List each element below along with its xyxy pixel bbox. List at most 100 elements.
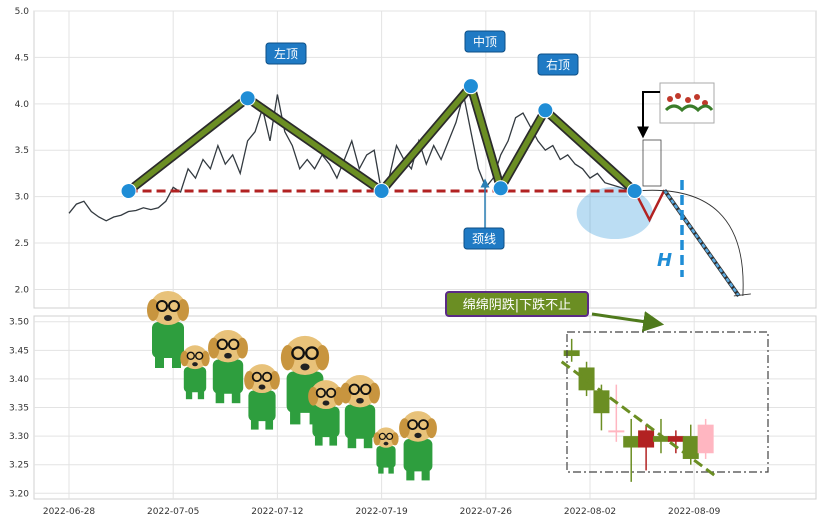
dog-leg [172,356,181,368]
bottom-y-tick-label: 3.30 [9,432,29,442]
dog-ear [373,432,381,446]
candle-body [623,436,640,448]
dog-leg [347,436,357,449]
dog-glasses [216,338,228,350]
x-tick-label: 2022-06-28 [43,507,96,517]
dog-leg [388,466,394,474]
dog-ear [340,382,352,404]
decline-callout-text: 绵绵阴跌|下跌不止 [463,297,571,313]
dog-body [344,404,376,439]
x-tick-label: 2022-07-12 [251,507,303,517]
dog-glasses [326,387,337,398]
pattern-point-marker [626,183,643,200]
dog-glasses [407,419,418,430]
height-label: H [657,250,672,271]
dog-ear [308,386,319,406]
dog-leg [265,419,274,430]
top-y-tick-label: 2.0 [15,285,30,295]
dog-nose [356,397,364,404]
dog-glasses [291,346,305,360]
x-tick-label: 2022-08-02 [564,507,616,517]
height-measure: H [657,180,684,277]
candle-trend [560,360,717,478]
projection-bounce [633,189,666,223]
dog-head [182,345,208,370]
candle-focus-box [566,331,769,473]
dog-nose [300,363,310,371]
dog-glasses [418,419,429,430]
middle-top-text: 中顶 [473,34,497,49]
pattern-point-marker [239,90,256,107]
dog-ear [391,432,399,446]
dog-glasses [168,300,180,312]
dog-glasses [156,300,168,312]
dog-sticker [208,330,248,404]
projection-target-tick [733,293,751,297]
dog-ear [180,350,189,367]
dog-ear [236,337,248,359]
dog-ear [201,350,210,367]
x-tick-label: 2022-07-05 [147,507,199,517]
x-tick-label: 2022-07-19 [355,507,408,517]
right-top-text: 右顶 [546,57,570,72]
neckline-label: 颈线 [463,178,505,250]
projection-arc [634,189,744,296]
dog-leg [421,469,430,481]
price-line-group [68,94,653,240]
dog-ear [399,418,410,439]
dog-body [152,322,184,358]
top-y-tick-label: 2.5 [15,239,29,249]
dog-glasses [305,346,319,360]
x-tick-label: 2022-07-26 [460,507,513,517]
dog-head [310,380,342,410]
pattern-point-marker [373,183,390,200]
dog-nose [258,384,266,390]
dog-head [150,291,186,325]
dog-ear [280,345,295,371]
dog-glasses [378,432,386,440]
bottom-y-tick-label: 3.40 [9,375,29,385]
dog-glasses [228,338,240,350]
candle-body [682,436,699,459]
bottom-y-tick-label: 3.25 [9,461,29,471]
dog-ear [177,299,189,321]
dog-sticker [147,291,189,368]
candle-body [593,390,610,414]
dog-leg [378,466,384,474]
middle-top-label: 中顶 [464,30,506,53]
price-line [68,94,635,222]
left-top-text: 左顶 [274,46,298,61]
dog-ear [269,370,280,390]
dog-glasses [195,351,204,360]
dog-leg [231,391,241,404]
dog-ear [315,345,330,371]
dog-glasses [360,383,372,395]
axis-tick-labels: 2022-06-28 2022-07-05 2022-07-12 2022-07-19… [9,7,721,517]
dog-ear [368,382,380,404]
bottom-y-tick-label: 3.50 [9,318,29,328]
dog-leg [314,435,323,446]
dog-leg [290,410,301,425]
top-y-tick-label: 4.5 [15,53,29,63]
dog-leg [329,435,338,446]
dog-ear [147,299,159,321]
pattern-point-marker [462,78,479,95]
dog-nose [322,400,330,406]
dog-nose [224,352,232,359]
dog-sticker [308,380,344,446]
flower-sticker [659,82,715,124]
dog-ear [426,418,437,439]
bottom-y-tick-label: 3.35 [9,404,29,414]
candle-body [638,430,655,448]
dog-leg [250,419,259,430]
candle-body [697,424,714,454]
dog-body [403,439,433,472]
dog-glasses [348,383,360,395]
dog-sticker [399,411,437,481]
dog-head [284,335,326,375]
dog-sticker [340,375,380,449]
sticker-pointer [637,91,660,139]
dog-nose [383,441,389,446]
